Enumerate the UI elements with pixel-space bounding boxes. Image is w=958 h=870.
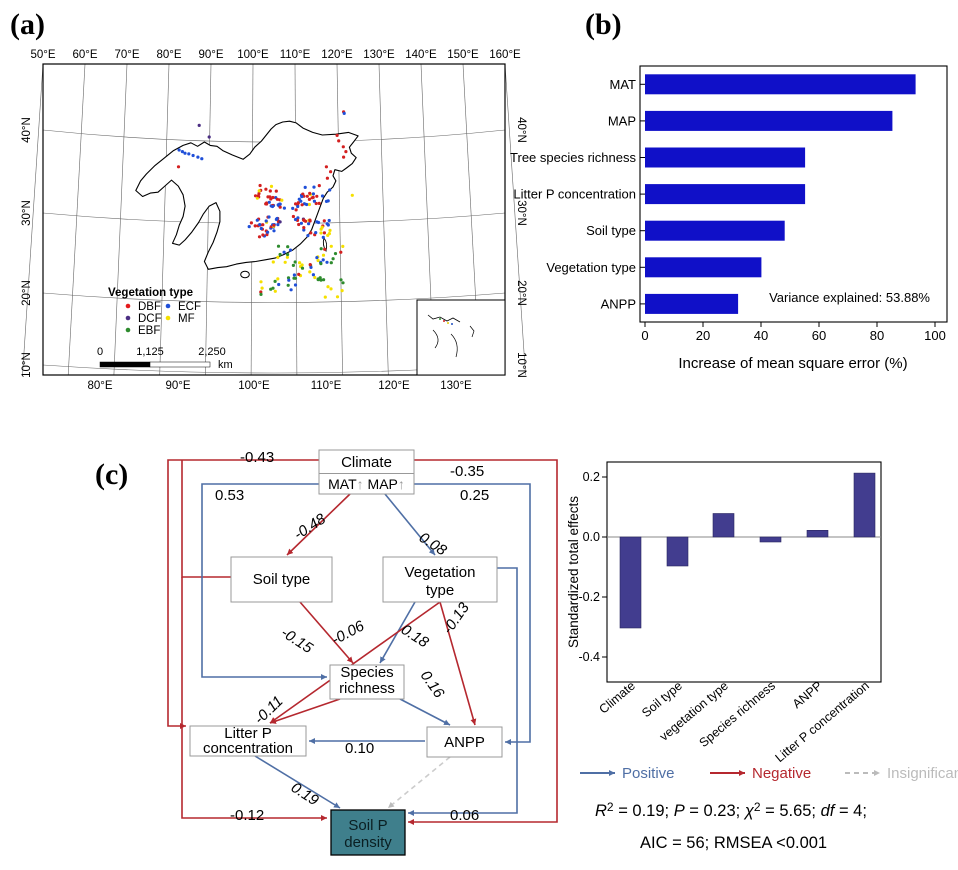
svg-text:AIC = 56; RMSEA <0.001: AIC = 56; RMSEA <0.001	[640, 834, 827, 852]
svg-text:30°N: 30°N	[21, 200, 33, 226]
svg-text:Litter P concentration: Litter P concentration	[513, 187, 636, 202]
svg-text:DCF: DCF	[138, 313, 162, 325]
svg-text:140°E: 140°E	[405, 49, 437, 61]
svg-text:Litter P concentration: Litter P concentration	[773, 679, 872, 766]
svg-text:0.53: 0.53	[215, 487, 244, 504]
svg-text:2,250: 2,250	[198, 346, 226, 358]
svg-text:30°N: 30°N	[515, 200, 527, 226]
svg-text:Vegetation type: Vegetation type	[108, 287, 193, 299]
svg-text:richness: richness	[339, 680, 395, 697]
svg-text:20°N: 20°N	[21, 280, 33, 306]
svg-text:80°E: 80°E	[87, 380, 112, 392]
svg-text:Increase of mean square error: Increase of mean square error (%)	[678, 355, 907, 372]
svg-text:1,125: 1,125	[136, 346, 164, 358]
svg-text:ECF: ECF	[178, 301, 201, 313]
svg-text:Variance explained: 53.88%: Variance explained: 53.88%	[769, 290, 930, 305]
svg-text:MF: MF	[178, 313, 195, 325]
svg-text:ANPP: ANPP	[601, 296, 636, 311]
svg-text:100°E: 100°E	[238, 380, 270, 392]
svg-text:Vegetation: Vegetation	[405, 564, 476, 581]
svg-text:40°N: 40°N	[21, 117, 33, 143]
svg-text:60°E: 60°E	[72, 49, 97, 61]
svg-text:-0.11: -0.11	[251, 693, 287, 728]
svg-text:130°E: 130°E	[363, 49, 395, 61]
svg-text:R2 = 0.19; P = 0.23; χ2 = 5.65: R2 = 0.19; P = 0.23; χ2 = 5.65; df = 4;	[595, 800, 867, 820]
svg-text:40: 40	[754, 328, 768, 343]
svg-text:-0.48: -0.48	[291, 510, 329, 543]
svg-text:90°E: 90°E	[198, 49, 223, 61]
svg-text:0.25: 0.25	[460, 487, 489, 504]
svg-text:MAT: MAT	[610, 77, 637, 92]
svg-text:Standardized total effects: Standardized total effects	[566, 496, 581, 648]
svg-text:40°N: 40°N	[515, 117, 527, 143]
svg-text:0.2: 0.2	[583, 470, 600, 484]
svg-text:0.08: 0.08	[416, 529, 450, 560]
svg-text:130°E: 130°E	[440, 380, 472, 392]
svg-text:DBF: DBF	[138, 301, 161, 313]
svg-text:0.19: 0.19	[288, 779, 322, 810]
svg-text:0.18: 0.18	[398, 621, 432, 652]
svg-text:110°E: 110°E	[311, 380, 342, 392]
svg-text:Negative: Negative	[752, 765, 811, 782]
svg-text:80: 80	[870, 328, 884, 343]
svg-text:120°E: 120°E	[378, 380, 410, 392]
svg-text:ANPP: ANPP	[444, 734, 485, 751]
svg-text:20°N: 20°N	[515, 280, 527, 306]
svg-text:100°E: 100°E	[237, 49, 269, 61]
svg-text:20: 20	[696, 328, 710, 343]
svg-text:Climate: Climate	[596, 679, 637, 717]
svg-text:90°E: 90°E	[165, 380, 190, 392]
svg-text:type: type	[426, 582, 454, 599]
svg-text:density: density	[344, 834, 392, 851]
svg-text:km: km	[218, 359, 233, 371]
svg-text:-0.35: -0.35	[450, 463, 484, 480]
svg-text:Positive: Positive	[622, 765, 675, 782]
svg-text:Soil type: Soil type	[253, 571, 311, 588]
svg-text:0.16: 0.16	[417, 668, 448, 702]
svg-text:-0.2: -0.2	[578, 590, 600, 604]
svg-text:0.10: 0.10	[345, 740, 374, 757]
svg-text:Soil P: Soil P	[348, 817, 387, 834]
svg-text:80°E: 80°E	[156, 49, 181, 61]
svg-text:-0.12: -0.12	[230, 807, 264, 824]
svg-text:0.0: 0.0	[583, 530, 600, 544]
svg-text:Tree species richness: Tree species richness	[510, 150, 636, 165]
svg-text:10°N: 10°N	[515, 352, 527, 378]
svg-text:120°E: 120°E	[321, 49, 353, 61]
svg-text:-0.4: -0.4	[578, 650, 600, 664]
svg-text:Vegetation type: Vegetation type	[546, 260, 636, 275]
svg-text:Soil type: Soil type	[586, 223, 636, 238]
svg-text:Species: Species	[340, 664, 393, 681]
svg-text:150°E: 150°E	[447, 49, 479, 61]
svg-text:-0.15: -0.15	[278, 624, 316, 657]
svg-text:100: 100	[924, 328, 946, 343]
svg-text:ANPP: ANPP	[790, 679, 825, 712]
svg-text:MAP: MAP	[608, 113, 636, 128]
svg-text:0: 0	[641, 328, 648, 343]
svg-text:concentration: concentration	[203, 740, 293, 757]
svg-text:10°N: 10°N	[21, 352, 33, 378]
svg-text:-0.06: -0.06	[329, 617, 368, 648]
svg-text:110°E: 110°E	[280, 49, 311, 61]
svg-text:160°E: 160°E	[489, 49, 521, 61]
svg-text:MAT↑ MAP↑: MAT↑ MAP↑	[328, 476, 405, 492]
svg-text:Insignificant: Insignificant	[887, 765, 958, 782]
svg-text:50°E: 50°E	[30, 49, 55, 61]
svg-text:Soil type: Soil type	[639, 679, 685, 721]
svg-text:60: 60	[812, 328, 826, 343]
svg-text:70°E: 70°E	[114, 49, 139, 61]
svg-text:-0.43: -0.43	[240, 449, 274, 466]
svg-text:Climate: Climate	[341, 454, 392, 471]
svg-text:0: 0	[97, 346, 103, 358]
svg-text:0.06: 0.06	[450, 807, 479, 824]
svg-text:EBF: EBF	[138, 325, 160, 337]
